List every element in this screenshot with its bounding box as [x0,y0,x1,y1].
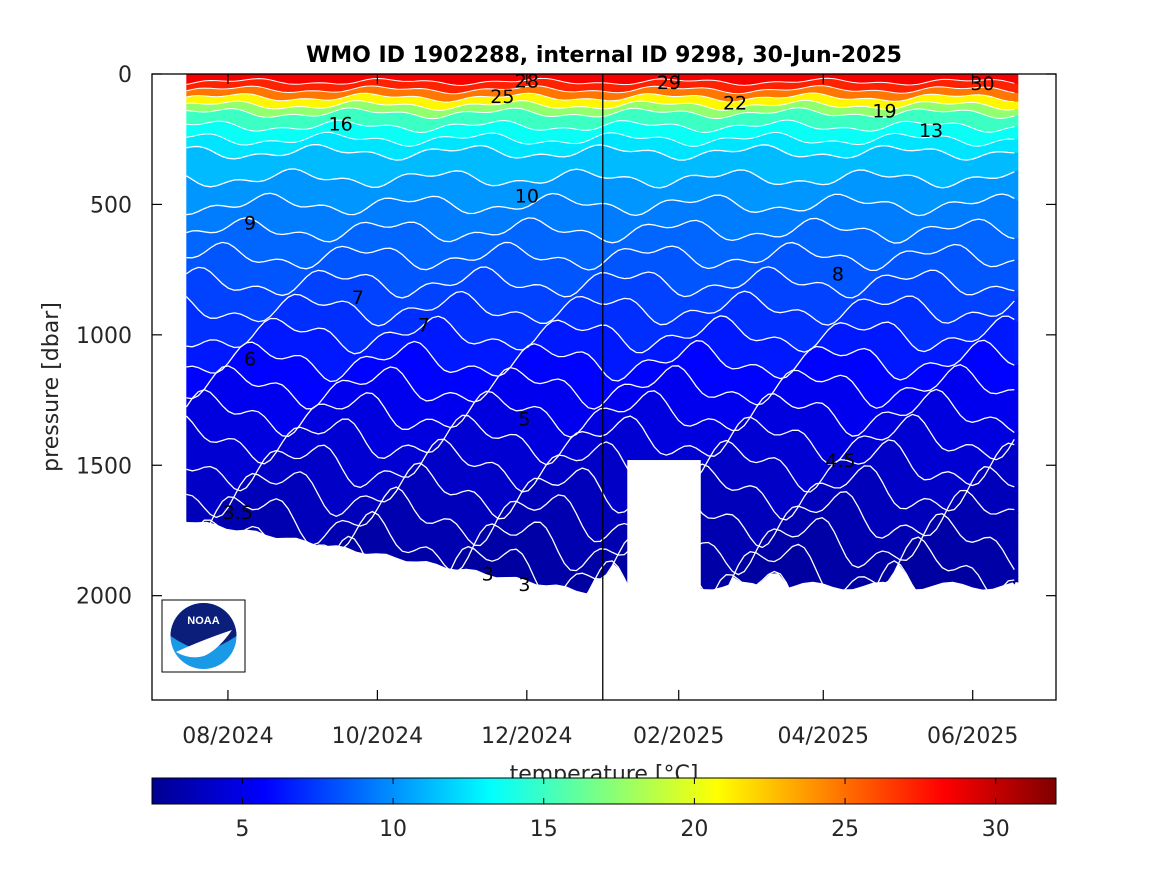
x-tick-label: 08/2024 [182,724,273,749]
data-gap-mask [627,460,701,699]
svg-text:NOAA: NOAA [187,615,219,627]
y-axis-ticks: 0 500 1000 1500 2000 [76,63,1056,610]
contour-label: 8 [832,264,844,286]
colorbar-gradient [151,777,1057,805]
x-tick-label: 12/2024 [481,724,572,749]
contour-label: 7 [418,314,430,336]
isotherm-line [186,364,1015,410]
contour-label: 3.5 [223,502,253,524]
isotherm-line [186,438,1015,493]
isotherm-line [186,192,1015,217]
isotherm-line [185,266,1015,299]
contour-label: 29 [657,72,681,94]
temperature-band [186,487,1019,576]
no-data-mask [152,520,1056,700]
contour-label: 19 [872,101,896,123]
isotherm-line [185,510,1015,576]
x-tick-label: 04/2025 [778,724,869,749]
contour-label: 25 [490,86,514,108]
isotherm-line [185,290,1015,327]
contour-label: 30 [970,73,994,95]
y-tick-label: 2000 [76,585,132,610]
isotherm-line [185,413,1015,466]
colorbar-tick-label: 15 [530,817,558,842]
contour-label: 7 [352,287,364,309]
x-tick-label: 02/2025 [633,724,724,749]
colorbar-tick-label: 20 [680,817,708,842]
colorbar-tick-label: 5 [235,817,249,842]
contour-label: 4.5 [825,450,855,472]
isotherm-line [186,77,1015,87]
contour-label: 13 [919,120,943,142]
plot-frame [151,73,1057,701]
colorbar-ticks: 5 10 15 20 25 30 [235,778,1010,842]
colorbar-tick-label: 30 [982,817,1010,842]
isotherm-line [186,217,1015,244]
isotherm-line [186,85,1015,95]
x-tick-label: 10/2024 [332,724,423,749]
chart-title: WMO ID 1902288, internal ID 9298, 30-Jun… [306,43,902,68]
isotherm-line [186,315,1015,355]
temperature-band [186,365,1019,438]
x-tick-label: 06/2025 [927,724,1018,749]
contour-label: 16 [329,114,353,136]
isotherm-line [185,388,1015,438]
y-tick-label: 1000 [76,324,132,349]
isotherm-line [186,99,1015,111]
isotherm-line [186,241,1015,272]
contour-label: 6 [244,348,256,370]
colorbar-tick-label: 10 [379,817,407,842]
y-axis-label: pressure [dbar] [39,302,64,472]
isotherm-line [186,92,1015,103]
temperature-band [186,132,1019,161]
isotherm-line [186,143,1015,161]
isotherm-line [186,131,1015,147]
x-axis-ticks: 08/2024 10/2024 12/2024 02/2025 04/2025 06/20… [182,74,1018,749]
contour-label: 10 [515,185,539,207]
isotherm-contours [185,77,1015,631]
y-tick-label: 500 [90,193,132,218]
contour-label: 3 [482,563,494,585]
contour-label: 22 [723,93,747,115]
colorbar: 5 10 15 20 25 30 [151,777,1057,842]
noaa-logo: NOAA [161,599,246,673]
colorbar-tick-label: 25 [831,817,859,842]
isotherm-line [186,107,1015,120]
contour-label: 3 [518,574,530,596]
contour-label: 5 [518,408,530,430]
y-tick-label: 1500 [76,454,132,479]
isotherm-line [185,168,1015,189]
isotherm-line [186,119,1015,134]
contour-label: 9 [244,213,256,235]
isotherm-line [186,462,1015,521]
isotherm-line [186,339,1015,383]
isotherm-line [185,486,1015,549]
y-tick-label: 0 [118,63,132,88]
